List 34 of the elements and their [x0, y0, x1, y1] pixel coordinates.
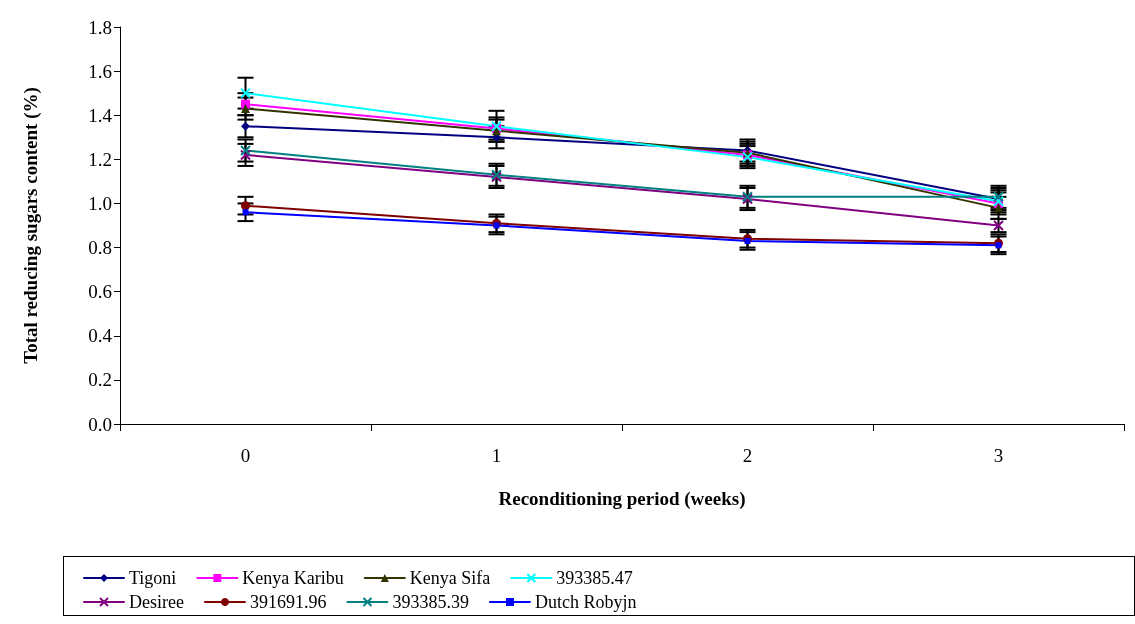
legend-label: 393385.47	[556, 568, 633, 588]
y-tick-label: 0.0	[88, 413, 112, 435]
point	[240, 149, 251, 161]
y-tick-label: 0.4	[88, 325, 113, 347]
y-tick-label: 0.8	[88, 237, 112, 259]
y-tick-label: 1.6	[88, 60, 112, 82]
point	[241, 104, 250, 114]
legend-label: Kenya Sifa	[409, 568, 491, 588]
y-tick-label: 1.8	[88, 16, 112, 38]
y-tick-label: 0.2	[88, 369, 112, 391]
point	[240, 145, 251, 157]
y-tick-label: 1.2	[88, 148, 112, 170]
point	[240, 87, 251, 99]
x-tick-label: 1	[491, 445, 502, 466]
x-tick-label: 2	[742, 445, 753, 466]
x-axis-title: Reconditioning period (weeks)	[498, 488, 746, 510]
point	[241, 201, 250, 211]
point	[241, 121, 250, 131]
legend-label: Dutch Robyjn	[534, 592, 637, 612]
legend-label: Tigoni	[129, 568, 177, 588]
x-tick-label: 3	[993, 445, 1004, 466]
y-tick-label: 0.6	[88, 281, 112, 303]
y-axis-title: Total reducing sugars content (%)	[20, 87, 42, 364]
y-tick-label: 1.0	[88, 192, 112, 214]
legend-label: Kenya Karibu	[242, 568, 344, 588]
point	[493, 222, 500, 229]
y-tick-label: 1.4	[88, 104, 113, 126]
legend-label: 393385.39	[392, 592, 469, 612]
point	[242, 209, 249, 216]
legend-label: Desiree	[129, 592, 184, 612]
legend-label: 391691.96	[249, 592, 327, 612]
point	[995, 242, 1002, 249]
x-tick-label: 0	[240, 445, 251, 466]
point	[994, 203, 1003, 213]
